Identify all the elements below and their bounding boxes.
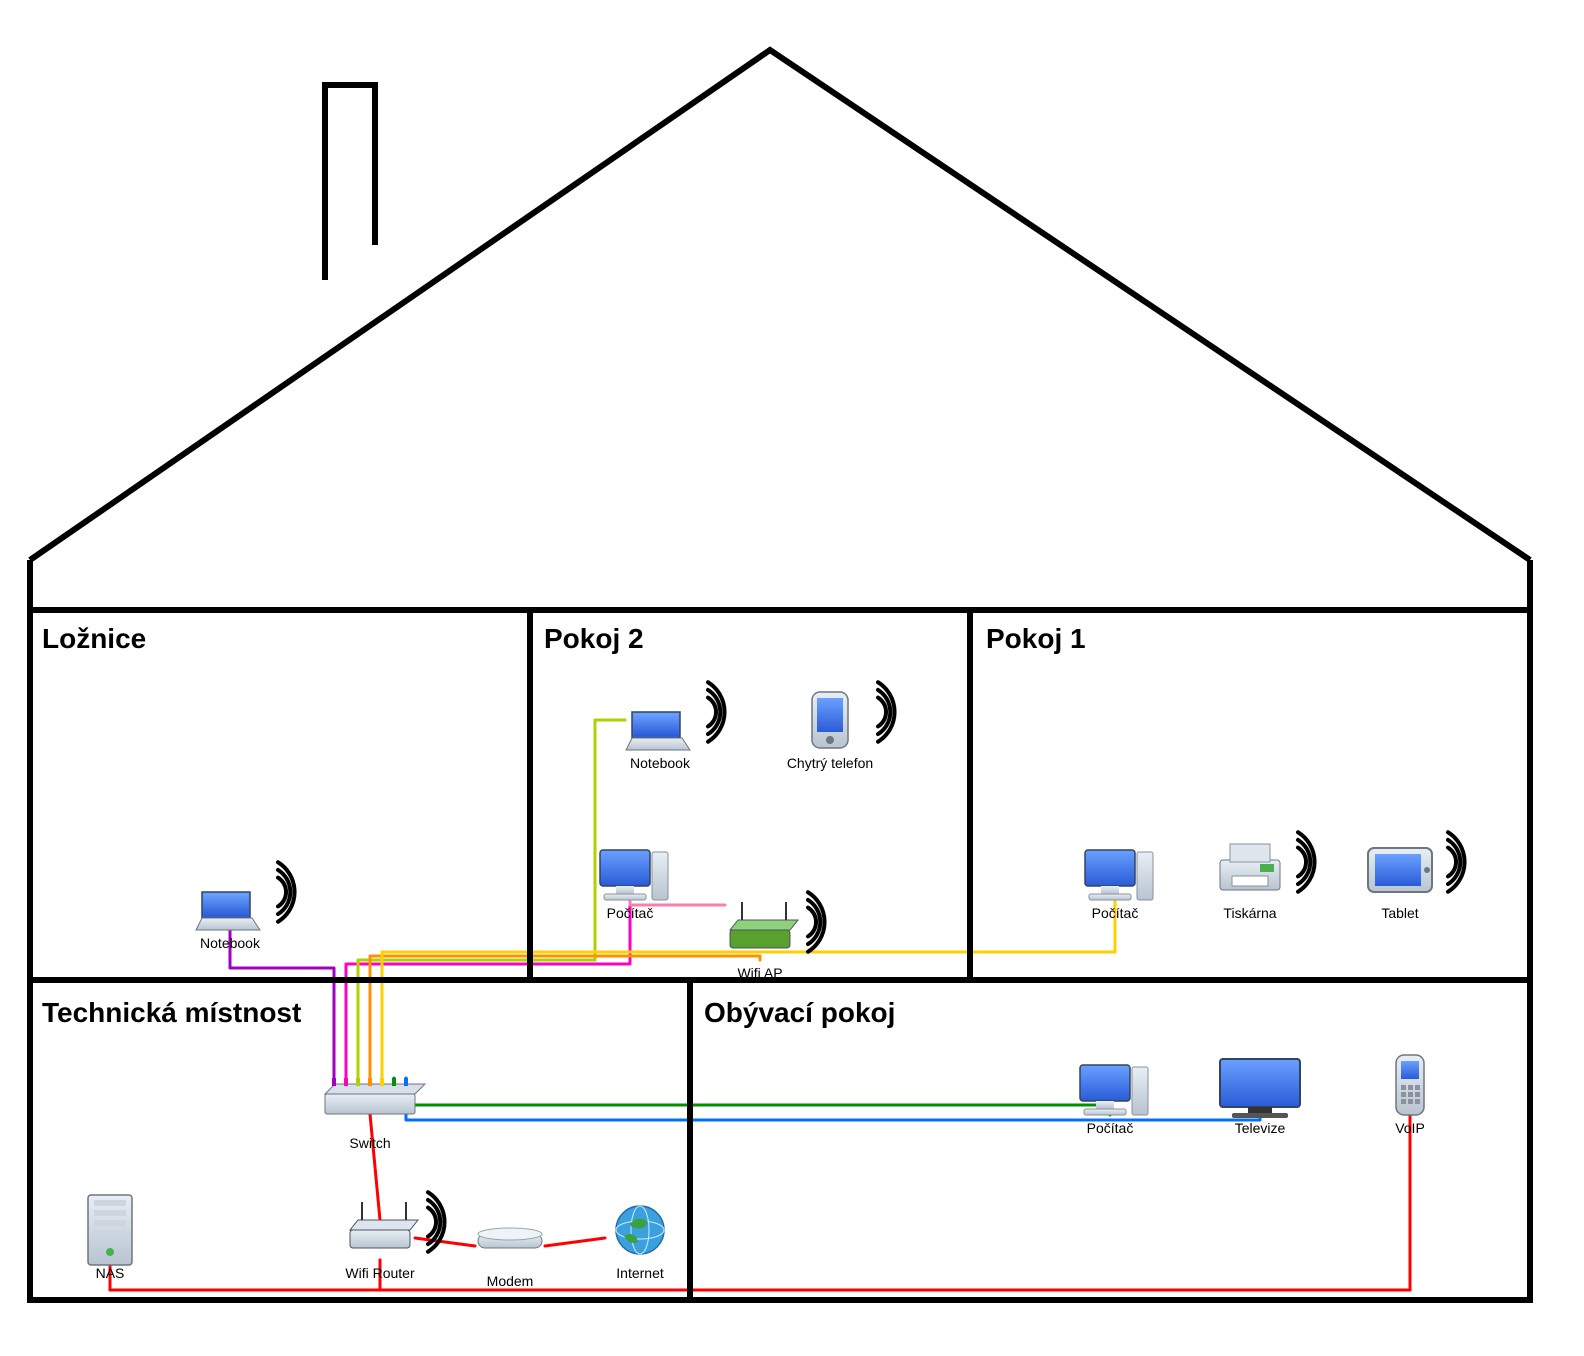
device-loznice_notebook: Notebook bbox=[196, 862, 295, 951]
tech_internet-icon bbox=[616, 1206, 664, 1254]
pokoj2_wifiap-icon bbox=[730, 902, 798, 948]
device-label: Chytrý telefon bbox=[787, 755, 873, 771]
device-pokoj1_pc: Počítač bbox=[1085, 850, 1153, 921]
device-label: Tiskárna bbox=[1223, 905, 1276, 921]
device-tech_modem: Modem bbox=[478, 1228, 542, 1289]
obyv_pc-icon bbox=[1080, 1065, 1148, 1115]
device-obyv_voip: VoIP bbox=[1395, 1055, 1425, 1136]
device-obyv_tv: Televize bbox=[1220, 1059, 1300, 1136]
cable bbox=[358, 720, 625, 1078]
wifi-icon bbox=[1298, 832, 1315, 892]
pokoj1_tablet-icon bbox=[1368, 848, 1432, 892]
wifi-icon bbox=[1448, 832, 1465, 892]
tech_switch-icon bbox=[325, 1078, 425, 1114]
room-label-obyvaci: Obývací pokoj bbox=[704, 997, 895, 1028]
pokoj2_notebook-icon bbox=[626, 712, 690, 750]
device-label: Wifi Router bbox=[345, 1265, 415, 1281]
cable bbox=[394, 1078, 1110, 1115]
device-label: Switch bbox=[349, 1135, 390, 1151]
device-label: Počítač bbox=[607, 905, 654, 921]
pokoj2_pc-icon bbox=[600, 850, 668, 900]
device-label: Notebook bbox=[630, 755, 691, 771]
wifi-icon bbox=[278, 862, 295, 922]
room-label-pokoj2: Pokoj 2 bbox=[544, 623, 644, 654]
pokoj1_printer-icon bbox=[1220, 844, 1280, 890]
pokoj1_pc-icon bbox=[1085, 850, 1153, 900]
wifi-icon bbox=[808, 892, 825, 952]
device-tech_router: Wifi Router bbox=[345, 1192, 444, 1281]
cable bbox=[346, 900, 630, 1078]
device-label: VoIP bbox=[1395, 1120, 1425, 1136]
device-tech_switch: Switch bbox=[325, 1078, 425, 1151]
network-diagram: Ložnice Pokoj 2 Pokoj 1 Technická místnost O… bbox=[0, 0, 1584, 1356]
device-label: Počítač bbox=[1092, 905, 1139, 921]
device-label: Modem bbox=[487, 1273, 534, 1289]
device-label: NAS bbox=[96, 1265, 125, 1281]
obyv_tv-icon bbox=[1220, 1059, 1300, 1118]
cable bbox=[370, 1114, 380, 1220]
device-label: Televize bbox=[1235, 1120, 1286, 1136]
tech_nas-icon bbox=[88, 1195, 132, 1265]
tech_modem-icon bbox=[478, 1228, 542, 1248]
device-pokoj1_printer: Tiskárna bbox=[1220, 832, 1315, 921]
device-label: Internet bbox=[616, 1265, 664, 1281]
device-label: Wifi AP bbox=[737, 965, 782, 981]
cable bbox=[415, 1238, 475, 1246]
device-pokoj2_pc: Počítač bbox=[600, 850, 668, 921]
cable bbox=[545, 1238, 605, 1246]
device-label: Tablet bbox=[1381, 905, 1418, 921]
room-label-pokoj1: Pokoj 1 bbox=[986, 623, 1086, 654]
device-label: Notebook bbox=[200, 935, 261, 951]
devices-layer: Notebook Notebook Chytrý telefon Počítač Wif… bbox=[88, 682, 1465, 1289]
device-pokoj2_phone: Chytrý telefon bbox=[787, 682, 895, 771]
cable bbox=[380, 1115, 1410, 1290]
device-tech_internet: Internet bbox=[616, 1206, 664, 1281]
device-obyv_pc: Počítač bbox=[1080, 1065, 1148, 1136]
device-pokoj1_tablet: Tablet bbox=[1368, 832, 1465, 921]
device-label: Počítač bbox=[1087, 1120, 1134, 1136]
room-label-loznice: Ložnice bbox=[42, 623, 146, 654]
cable bbox=[110, 1260, 380, 1290]
pokoj2_phone-icon bbox=[812, 692, 848, 748]
loznice_notebook-icon bbox=[196, 892, 260, 930]
tech_router-icon bbox=[350, 1202, 418, 1248]
cable bbox=[370, 956, 760, 1078]
device-pokoj2_wifiap: Wifi AP bbox=[730, 892, 825, 981]
house-layer: Ložnice Pokoj 2 Pokoj 1 Technická místnost O… bbox=[30, 50, 1530, 1300]
device-pokoj2_notebook: Notebook bbox=[626, 682, 725, 771]
wifi-icon bbox=[878, 682, 895, 742]
room-label-technicka: Technická místnost bbox=[42, 997, 301, 1028]
obyv_voip-icon bbox=[1396, 1055, 1424, 1115]
device-tech_nas: NAS bbox=[88, 1195, 132, 1281]
wifi-icon bbox=[708, 682, 725, 742]
